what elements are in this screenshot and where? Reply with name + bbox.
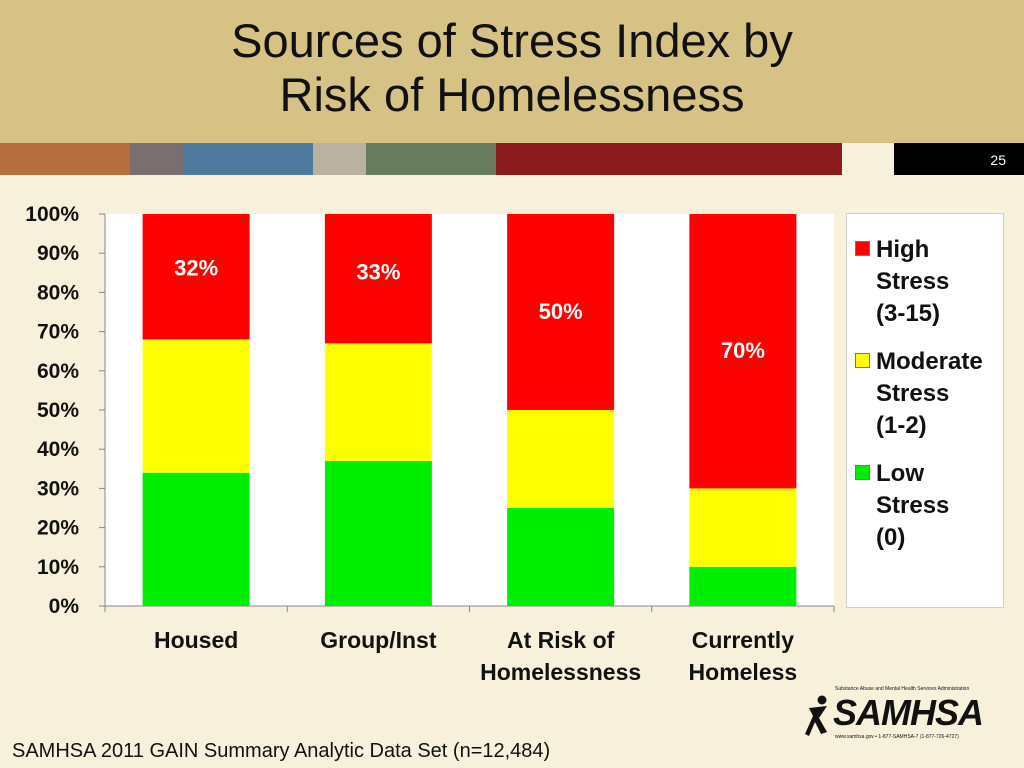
slide-title: Sources of Stress Index by Risk of Homel… [231, 14, 793, 121]
bar-segment [324, 460, 432, 606]
bar-segment [689, 488, 797, 567]
slide-number: 25 [990, 152, 1006, 168]
y-tick-label: 30% [37, 477, 79, 500]
stripe-segment [313, 143, 366, 175]
chart-legend: High Stress (3-15) Moderate Stress (1-2) L… [846, 213, 1004, 608]
title-banner: Sources of Stress Index by Risk of Homel… [0, 0, 1024, 143]
samhsa-logo: Substance Abuse and Mental Health Servic… [805, 686, 985, 744]
source-footnote: SAMHSA 2011 GAIN Summary Analytic Data S… [12, 740, 551, 762]
stripe-segment [366, 143, 496, 175]
y-tick-label: 10% [37, 556, 79, 579]
bar-segment [507, 508, 615, 606]
legend-label: High Stress (3-15) [876, 236, 950, 327]
bar-segment [689, 214, 797, 489]
stripe-segment [0, 143, 130, 175]
logo-contact-text: www.samhsa.gov • 1-877-SAMHSA-7 (1-877-7… [835, 734, 959, 740]
stripe-segment [842, 143, 894, 175]
stripe-segment [496, 143, 842, 175]
x-category-label: Group/Inst [320, 627, 437, 653]
data-label: 50% [539, 299, 583, 324]
data-label: 70% [721, 338, 765, 363]
bar-segment [507, 214, 615, 410]
legend-label: Moderate Stress (1-2) [876, 348, 983, 439]
y-tick-label: 70% [37, 321, 79, 344]
legend-swatch [855, 465, 870, 480]
bar-segment [689, 566, 797, 606]
x-category-label: At Risk of [507, 627, 615, 653]
data-label: 32% [174, 256, 218, 281]
bar-segment [142, 339, 250, 473]
stripe-segment [183, 143, 313, 175]
legend-swatch [855, 353, 870, 368]
y-tick-label: 90% [37, 242, 79, 265]
y-tick-label: 40% [37, 438, 79, 461]
x-category-label: Housed [154, 627, 238, 653]
legend-item: Low Stress (0) [855, 458, 1003, 554]
stripe-segment [894, 143, 1024, 175]
stripe-segment [130, 143, 183, 175]
data-label: 33% [356, 260, 400, 285]
logo-wordmark: SAMHSA [833, 692, 984, 733]
legend-item: High Stress (3-15) [855, 234, 1003, 330]
y-tick-label: 60% [37, 360, 79, 383]
bar-segment [324, 343, 432, 461]
stacked-bar-chart: 0% 10% 20% 30% 40% 50% 60% 70% 80% 90% 100% 32% Hous… [25, 203, 835, 685]
color-stripe [0, 143, 1024, 175]
x-category-label: Currently [692, 627, 794, 653]
bar-segment [507, 410, 615, 508]
x-category-label: Homeless [689, 659, 798, 685]
person-figure-icon [805, 695, 827, 736]
bar-segment [324, 214, 432, 344]
y-tick-label: 0% [49, 595, 80, 618]
logo-agency-text: Substance Abuse and Mental Health Servic… [835, 686, 970, 692]
x-category-label: Homelessness [480, 659, 641, 685]
y-tick-label: 50% [37, 399, 79, 422]
bar-segment [142, 472, 250, 606]
legend-label: Low Stress (0) [876, 460, 950, 551]
y-tick-label: 20% [37, 517, 79, 540]
y-tick-label: 100% [25, 203, 79, 226]
legend-item: Moderate Stress (1-2) [855, 346, 1003, 442]
legend-swatch [855, 241, 870, 256]
bar-segment [142, 214, 250, 340]
y-tick-label: 80% [37, 281, 79, 304]
